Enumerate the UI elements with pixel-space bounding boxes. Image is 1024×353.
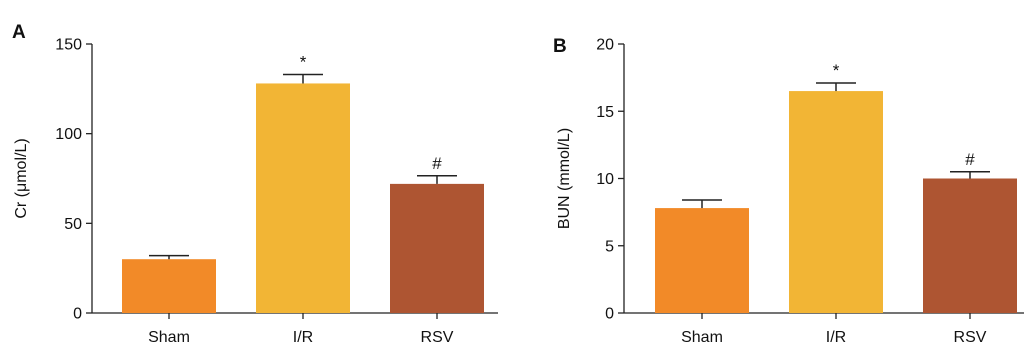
panel-a-y-tick-label: 100 — [55, 126, 82, 143]
panel-b-bar-sham — [655, 208, 749, 313]
panel-a-label: A — [12, 22, 26, 43]
panel-b-category-label: RSV — [954, 329, 987, 346]
panel-b-y-tick-label: 0 — [605, 306, 614, 323]
panel-b-y-tick-label: 5 — [605, 238, 614, 255]
panel-b-category-label: I/R — [826, 329, 846, 346]
panel-b-bar-rsv — [923, 178, 1017, 313]
panel-b-significance-mark: # — [965, 150, 975, 169]
panel-a-category-label: RSV — [421, 329, 454, 346]
panel-b-label: B — [553, 36, 567, 57]
panel-b-y-axis-title: BUN (mmol/L) — [556, 128, 573, 229]
panel-a-significance-mark: * — [300, 52, 307, 71]
panel-b-bar-i-r — [789, 91, 883, 313]
panel-b-significance-mark: * — [833, 61, 840, 80]
panel-a-bar-rsv — [390, 183, 484, 313]
panel-a-y-tick-label: 0 — [73, 306, 82, 323]
panel-b-y-tick-label: 20 — [596, 37, 614, 54]
panel-a-significance-mark: # — [432, 154, 442, 173]
panel-a-y-tick-label: 50 — [64, 216, 82, 233]
panel-a-category-label: I/R — [293, 329, 313, 346]
panel-a-bar-i-r — [256, 83, 350, 313]
panel-b-category-label: Sham — [681, 329, 723, 346]
panel-b-y-tick-label: 10 — [596, 171, 614, 188]
panel-a-bar-sham — [122, 259, 216, 313]
panel-b-y-tick-label: 15 — [596, 104, 614, 121]
panel-a-y-tick-label: 150 — [55, 37, 82, 54]
panel-a-category-label: Sham — [148, 329, 190, 346]
panel-a-y-axis-title: Cr (μmol/L) — [13, 138, 30, 218]
